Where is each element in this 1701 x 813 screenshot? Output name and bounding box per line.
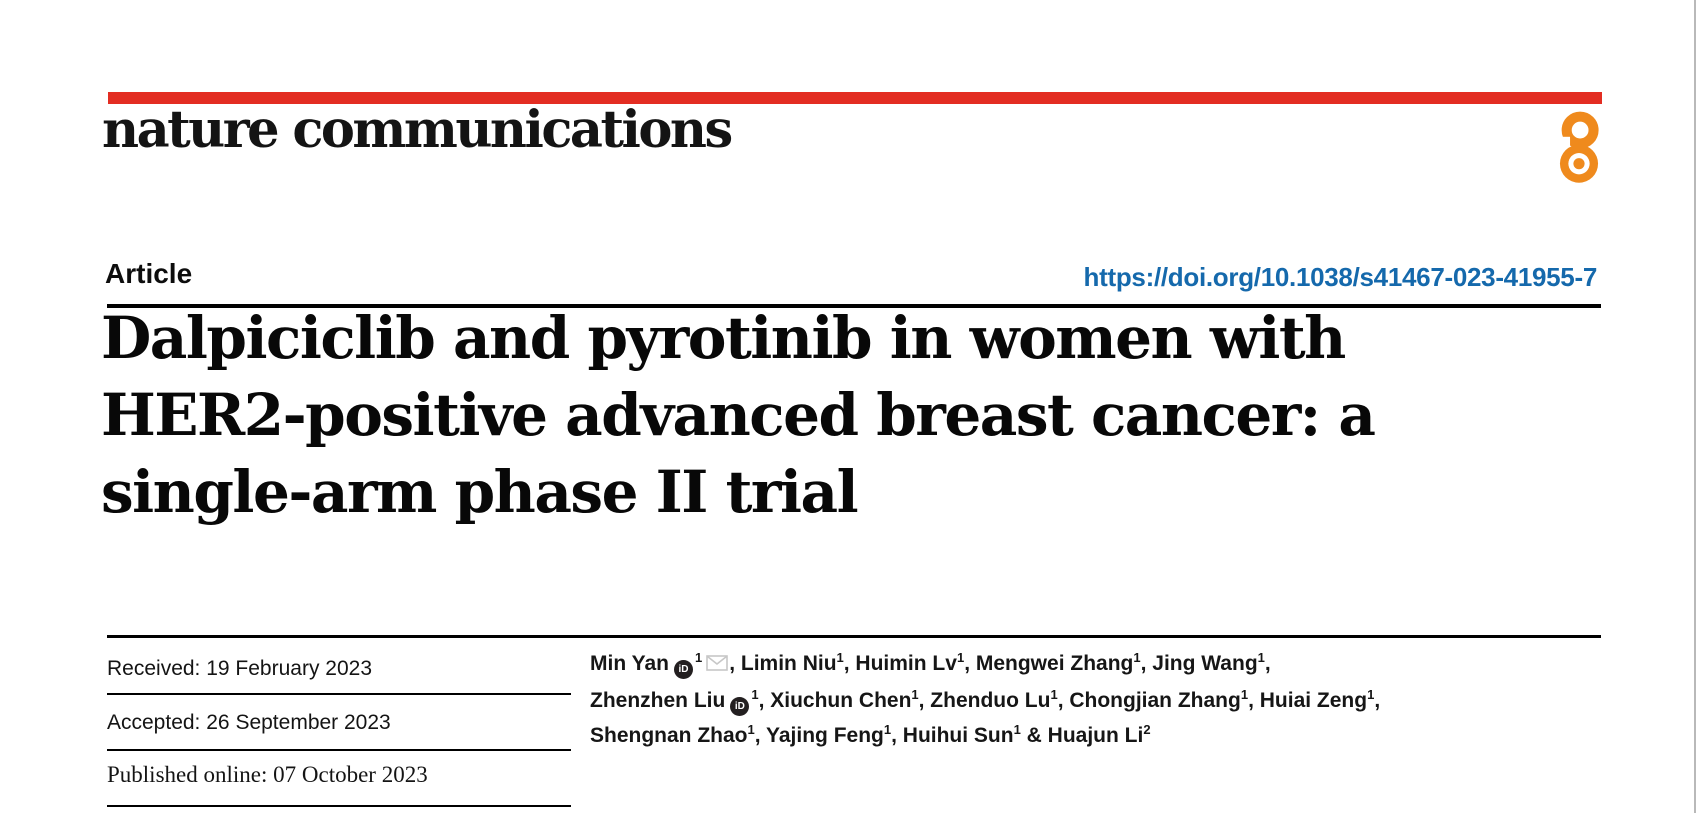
received-label: Received:	[107, 657, 201, 680]
author-line: Min Yan iD1, Limin Niu1, Huimin Lv1, Meng…	[590, 646, 1520, 683]
orcid-icon[interactable]: iD	[673, 660, 693, 680]
published-label: Published online:	[107, 762, 268, 787]
author-text: , Limin Niu	[729, 652, 837, 675]
affiliation-superscript: 1	[694, 650, 703, 665]
affiliation-superscript: 1	[836, 650, 844, 665]
journal-brand-bar	[108, 92, 1602, 104]
received-value: 19 February 2023	[206, 657, 373, 680]
open-access-icon[interactable]	[1551, 110, 1607, 186]
author-list: Min Yan iD1, Limin Niu1, Huimin Lv1, Meng…	[590, 646, 1520, 754]
dates-top-rule	[107, 635, 1601, 638]
email-icon[interactable]	[706, 647, 729, 683]
author-text: & Huajun Li	[1020, 724, 1144, 747]
author-text: ,	[1264, 652, 1271, 675]
author-text: Min Yan	[590, 652, 669, 675]
paper-title-line-1: Dalpiciclib and pyrotinib in women with	[101, 304, 1346, 372]
dates-divider	[107, 693, 571, 695]
author-text: , Yajing Feng	[754, 724, 884, 747]
doi-link[interactable]: https://doi.org/10.1038/s41467-023-41955…	[1083, 262, 1598, 292]
affiliation-superscript: 1	[1133, 650, 1141, 665]
published-value: 07 October 2023	[273, 762, 428, 787]
affiliation-superscript: 2	[1143, 722, 1151, 737]
published-date: Published online: 07 October 2023	[107, 762, 428, 788]
accepted-date: Accepted: 26 September 2023	[107, 711, 391, 735]
page-right-border	[1694, 0, 1696, 813]
author-line: Zhenzhen Liu iD1, Xiuchun Chen1, Zhenduo …	[590, 683, 1520, 719]
article-type-label: Article	[105, 258, 193, 289]
affiliation-superscript: 1	[911, 686, 919, 702]
dates-divider	[107, 749, 571, 751]
paper-title: Dalpiciclib and pyrotinib in women with …	[101, 300, 1601, 531]
accepted-label: Accepted:	[107, 711, 201, 734]
accepted-value: 26 September 2023	[206, 711, 391, 734]
author-text: , Zhenduo Lu	[918, 688, 1051, 712]
author-text: , Mengwei Zhang	[964, 652, 1134, 675]
header-rule	[107, 304, 1601, 308]
author-text: , Jing Wang	[1140, 652, 1258, 675]
author-line: Shengnan Zhao1, Yajing Feng1, Huihui Sun…	[590, 718, 1520, 754]
author-text: Zhenzhen Liu	[590, 688, 726, 712]
orcid-icon[interactable]: iD	[730, 696, 750, 716]
author-text: , Xiuchun Chen	[758, 688, 912, 712]
affiliation-superscript: 1	[751, 686, 759, 702]
affiliation-superscript: 1	[1013, 722, 1021, 737]
paper-title-line-3: single-arm phase II trial	[101, 458, 859, 526]
author-text: , Huihui Sun	[891, 724, 1014, 747]
author-text: , Huiai Zeng	[1248, 688, 1368, 712]
author-text: , Chongjian Zhang	[1057, 688, 1241, 712]
author-text: , Huimin Lv	[843, 652, 957, 675]
affiliation-superscript: 1	[1240, 686, 1249, 702]
affiliation-superscript: 1	[883, 722, 892, 737]
affiliation-superscript: 1	[747, 722, 755, 737]
journal-logo: nature communications	[102, 100, 733, 160]
dates-divider	[107, 805, 571, 807]
affiliation-superscript: 1	[1050, 686, 1058, 702]
affiliation-superscript: 1	[1257, 650, 1265, 665]
paper-title-line-2: HER2-positive advanced breast cancer: a	[101, 381, 1376, 449]
affiliation-superscript: 1	[956, 650, 965, 665]
received-date: Received: 19 February 2023	[107, 657, 372, 681]
affiliation-superscript: 1	[1367, 686, 1375, 702]
author-text: Shengnan Zhao	[590, 724, 748, 747]
author-text: ,	[1374, 688, 1381, 712]
